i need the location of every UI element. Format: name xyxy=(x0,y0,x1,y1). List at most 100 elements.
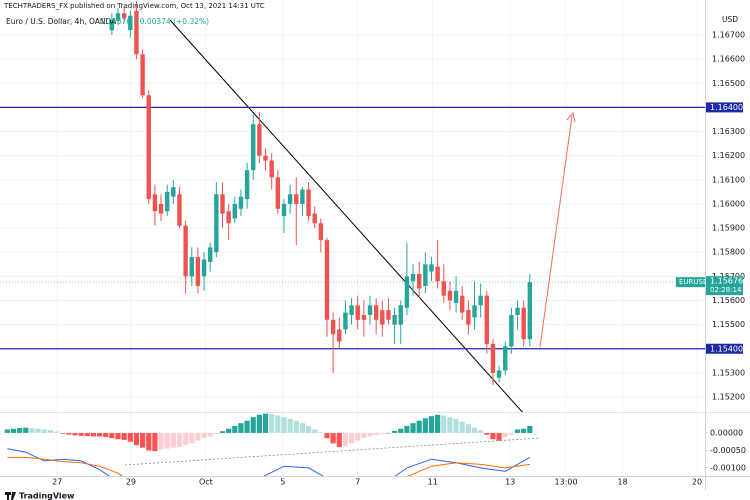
candle-body xyxy=(281,203,287,217)
histogram-bar xyxy=(115,432,121,440)
price-pane xyxy=(0,1,705,412)
y-tick-label: 1.16100 xyxy=(712,175,745,184)
histogram-bar xyxy=(164,432,170,449)
candle-body xyxy=(367,305,373,315)
histogram-bar xyxy=(305,425,312,433)
level-price-label: 1.15400 xyxy=(710,344,743,353)
histogram-bar xyxy=(10,428,17,433)
candle-body xyxy=(337,329,342,342)
candle-body xyxy=(287,194,293,204)
y-tick-label: 1.16700 xyxy=(712,30,745,39)
histogram-bar xyxy=(508,432,514,435)
candle-body xyxy=(300,189,305,204)
x-tick-label: Oct xyxy=(199,478,213,487)
y-tick-label: 1.16200 xyxy=(712,151,745,160)
histogram-bar xyxy=(29,428,35,433)
symbol-box xyxy=(676,277,705,288)
candle-body xyxy=(183,225,188,277)
candle-body xyxy=(466,310,471,325)
histogram-bar xyxy=(158,432,164,450)
candle-body xyxy=(429,264,434,272)
symbol-label: EURUSD xyxy=(679,278,708,286)
candle-body xyxy=(257,124,262,156)
candle-body xyxy=(509,314,514,347)
candle-body xyxy=(263,155,268,161)
candle-body xyxy=(441,281,446,296)
y-tick-label: 1.16600 xyxy=(712,55,745,64)
candle-body xyxy=(416,273,422,289)
macd-line xyxy=(7,448,531,476)
candle-body xyxy=(380,310,385,325)
level-price-box xyxy=(706,343,743,354)
histogram-bar xyxy=(244,420,250,433)
histogram-bar xyxy=(226,428,232,433)
candle-body xyxy=(355,305,360,320)
candle-body xyxy=(398,305,403,325)
macd-line xyxy=(7,456,530,476)
candle-body xyxy=(164,191,170,212)
candle-body xyxy=(171,187,176,197)
candle-body xyxy=(251,124,256,171)
candle-body xyxy=(238,196,244,209)
histogram-bar xyxy=(152,432,158,452)
level-price-box xyxy=(706,102,743,113)
candle-body xyxy=(361,314,367,320)
candle-body xyxy=(208,247,213,262)
macd-trend-line xyxy=(124,437,541,466)
candle-body xyxy=(343,312,348,330)
histogram-bar xyxy=(176,432,183,447)
arrow-head xyxy=(566,111,576,123)
candle-body xyxy=(201,259,207,277)
histogram-bar xyxy=(17,428,23,433)
histogram-bar xyxy=(170,432,176,448)
y-tick-label: 1.15300 xyxy=(712,368,745,377)
candle-body xyxy=(484,295,490,344)
histogram-bar xyxy=(293,420,299,433)
y-tick-label: -0.00050 xyxy=(710,446,746,455)
legend-quote: 1.15676 +0.00374 (+0.32%) xyxy=(100,17,209,26)
candle-body xyxy=(404,276,410,308)
grid xyxy=(0,0,708,476)
candle-body xyxy=(294,194,299,204)
histogram-bar xyxy=(355,432,361,441)
histogram-bar xyxy=(465,424,471,433)
last-price-label: 1.15676 xyxy=(710,277,743,286)
histogram-bar xyxy=(478,430,484,433)
candle-body xyxy=(269,160,274,178)
histogram-bar xyxy=(484,432,490,435)
histogram-bar xyxy=(207,432,213,437)
candle-body xyxy=(177,194,182,226)
histogram-bar xyxy=(250,417,256,433)
candle-body xyxy=(232,203,237,219)
candle-body xyxy=(312,213,317,224)
histogram-bar xyxy=(459,421,465,433)
last-price-box xyxy=(706,276,743,296)
arrow-line xyxy=(539,115,573,348)
histogram-bar xyxy=(441,415,447,433)
candle-body xyxy=(527,282,533,340)
macd-pane xyxy=(4,413,541,476)
histogram-bar xyxy=(299,423,306,433)
histogram-bar xyxy=(103,432,109,438)
histogram-bar xyxy=(416,420,422,433)
histogram-bar xyxy=(146,432,152,451)
y-tick-label: 1.16300 xyxy=(712,127,745,136)
histogram-bar xyxy=(502,432,508,438)
candle-body xyxy=(220,194,225,214)
histogram-bar xyxy=(262,413,269,433)
histogram-bar xyxy=(275,415,281,433)
candle-body xyxy=(134,10,139,55)
histogram-bar xyxy=(256,414,262,433)
histogram-bar xyxy=(490,432,496,440)
candle-body xyxy=(490,343,496,373)
y-tick-label: 0.00000 xyxy=(710,428,743,437)
histogram-bar xyxy=(47,430,54,433)
histogram-bar xyxy=(84,432,90,437)
histogram-bar xyxy=(66,432,72,435)
histogram-bar xyxy=(287,418,293,433)
y-tick-label: 1.15800 xyxy=(712,248,745,257)
candle-body xyxy=(146,95,151,200)
histogram-bar xyxy=(392,430,398,433)
candle-body xyxy=(214,194,219,253)
